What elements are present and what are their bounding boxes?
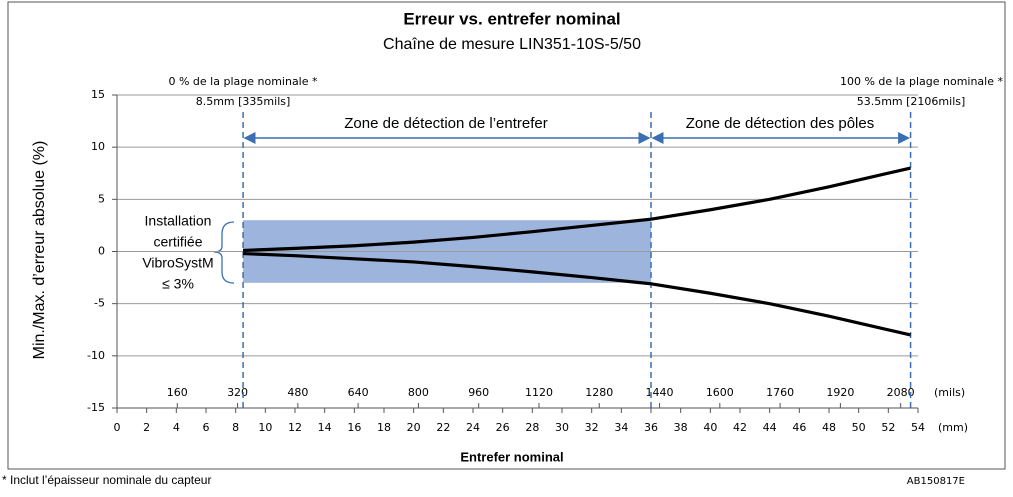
- y-tick-label: 15: [91, 88, 105, 101]
- annotation: Zone de détection de l’entrefer: [344, 115, 547, 132]
- x-tick-label: 24: [466, 421, 480, 434]
- x2-unit: (mils): [934, 386, 965, 399]
- x2-tick-label: 480: [287, 386, 308, 399]
- x-tick-label: 12: [288, 421, 302, 434]
- annotation: 100 % de la plage nominale *: [840, 75, 1004, 88]
- x-tick-label: 40: [703, 421, 717, 434]
- y-tick-label: 10: [91, 140, 105, 153]
- x2-tick-label: 1440: [646, 386, 674, 399]
- x-tick-label: 20: [407, 421, 421, 434]
- annotation: 8.5mm [335mils]: [196, 95, 291, 108]
- x-tick-label: 28: [525, 421, 539, 434]
- x2-tick-label: 640: [348, 386, 369, 399]
- x-tick-label: 14: [318, 421, 332, 434]
- y-tick-label: -5: [94, 297, 105, 310]
- x2-tick-label: 1760: [766, 386, 794, 399]
- x-tick-label: 30: [555, 421, 569, 434]
- line-series: [243, 251, 911, 337]
- annotation: ≤ 3%: [162, 276, 194, 292]
- x2-tick-label: 1920: [826, 386, 854, 399]
- x-tick-label: 42: [733, 421, 747, 434]
- x-tick-label: 2: [143, 421, 150, 434]
- x-tick-label: 44: [763, 421, 777, 434]
- x-unit: (mm): [938, 421, 968, 434]
- annotation: Zone de détection des pôles: [686, 115, 874, 132]
- y-tick-label: -15: [87, 401, 105, 414]
- line-series: [243, 166, 911, 253]
- y-axis-label: Min./Max. d’erreur absolue (%): [31, 141, 48, 360]
- x-tick-label: 48: [822, 421, 836, 434]
- x-tick-label: 4: [173, 421, 180, 434]
- annotation: VibroSystM: [142, 255, 213, 271]
- y-tick-label: 5: [98, 192, 105, 205]
- x-axis-label: Entrefer nominal: [460, 449, 563, 464]
- footnote: * Inclut l’épaisseur nominale du capteur: [2, 473, 211, 487]
- x-tick-label: 8: [232, 421, 239, 434]
- x-tick-label: 6: [203, 421, 210, 434]
- x2-tick-label: 800: [408, 386, 429, 399]
- x-tick-label: 10: [258, 421, 272, 434]
- x2-tick-label: 320: [227, 386, 248, 399]
- x2-tick-label: 2080: [887, 386, 915, 399]
- x-tick-label: 34: [614, 421, 628, 434]
- x-tick-label: 52: [881, 421, 895, 434]
- x2-tick-label: 1120: [525, 386, 553, 399]
- x2-tick-label: 160: [167, 386, 188, 399]
- x-tick-label: 46: [792, 421, 806, 434]
- chart-subtitle: Chaîne de mesure LIN351-10S-5/50: [383, 36, 641, 53]
- x-tick-label: 32: [585, 421, 599, 434]
- chart-title: Erreur vs. entrefer nominal: [403, 9, 620, 28]
- x-tick-label: 36: [644, 421, 658, 434]
- annotation: Installation: [145, 213, 212, 229]
- x-tick-label: 18: [377, 421, 391, 434]
- y-tick-label: -10: [87, 349, 105, 362]
- annotation: 53.5mm [2106mils]: [857, 95, 966, 108]
- x2-tick-label: 960: [468, 386, 489, 399]
- x-tick-label: 0: [114, 421, 121, 434]
- x2-tick-label: 1280: [585, 386, 613, 399]
- annotation: certifiée: [153, 234, 202, 250]
- brace: [213, 221, 235, 284]
- x-tick-label: 50: [852, 421, 866, 434]
- y-tick-label: 0: [98, 245, 105, 258]
- x-tick-label: 16: [347, 421, 361, 434]
- x2-tick-label: 1600: [706, 386, 734, 399]
- annotation: 0 % de la plage nominale *: [168, 75, 318, 88]
- x-tick-label: 38: [674, 421, 688, 434]
- x-tick-label: 54: [911, 421, 925, 434]
- frame: [7, 1, 1006, 470]
- x-tick-label: 22: [436, 421, 450, 434]
- x-tick-label: 26: [496, 421, 510, 434]
- code: AB150817E: [907, 476, 965, 487]
